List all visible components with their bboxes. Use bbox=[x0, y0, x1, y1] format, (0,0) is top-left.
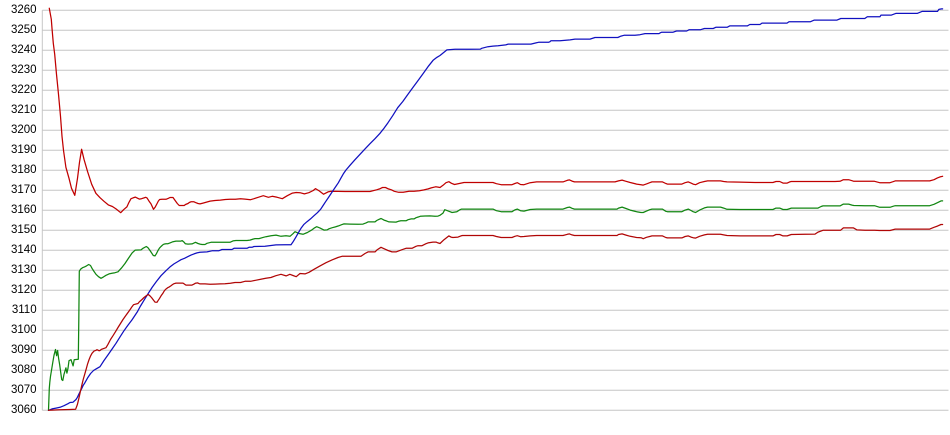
svg-text:3260: 3260 bbox=[11, 4, 37, 16]
svg-text:3160: 3160 bbox=[11, 204, 37, 216]
svg-text:3110: 3110 bbox=[12, 304, 37, 316]
svg-text:3220: 3220 bbox=[11, 84, 37, 96]
svg-text:3170: 3170 bbox=[11, 184, 37, 196]
svg-text:3140: 3140 bbox=[11, 244, 37, 256]
svg-text:3070: 3070 bbox=[11, 384, 37, 396]
svg-text:3240: 3240 bbox=[11, 44, 37, 56]
svg-text:3200: 3200 bbox=[11, 124, 37, 136]
svg-text:3120: 3120 bbox=[11, 284, 37, 296]
svg-text:3100: 3100 bbox=[11, 324, 37, 336]
svg-text:3150: 3150 bbox=[11, 224, 37, 236]
svg-text:3190: 3190 bbox=[11, 144, 37, 156]
svg-text:3250: 3250 bbox=[11, 24, 37, 36]
svg-text:3180: 3180 bbox=[11, 164, 37, 176]
svg-text:3130: 3130 bbox=[11, 264, 37, 276]
svg-text:3080: 3080 bbox=[11, 364, 37, 376]
svg-text:3090: 3090 bbox=[11, 344, 37, 356]
svg-text:3060: 3060 bbox=[11, 404, 37, 416]
svg-text:3210: 3210 bbox=[11, 104, 37, 116]
svg-text:3230: 3230 bbox=[11, 64, 37, 76]
